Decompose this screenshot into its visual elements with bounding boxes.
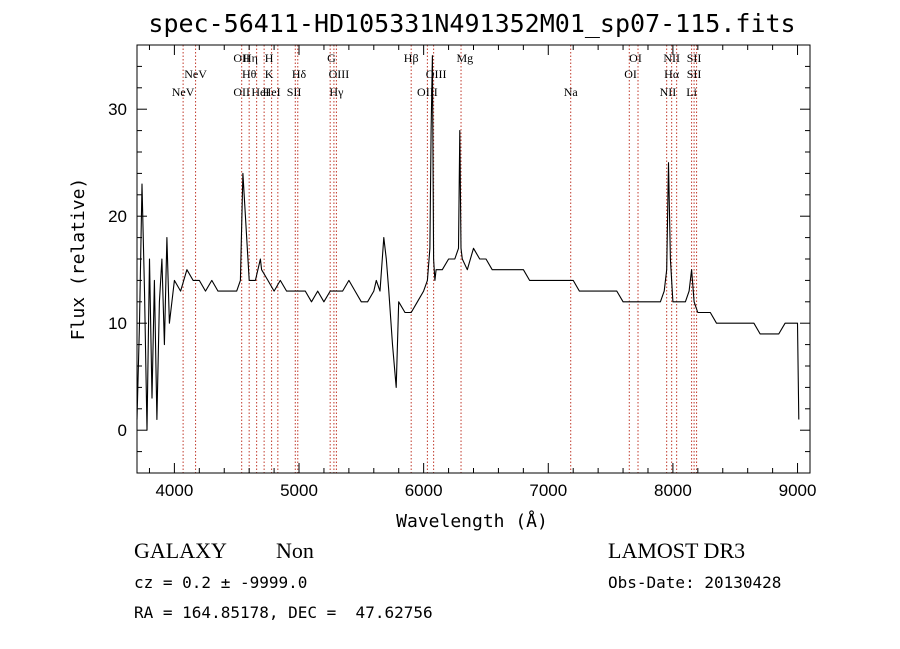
line-marker-labels: NeVNeVOIIOIIHηHθHeIHKHeIHδSIIGOIIIHγHβOI… — [172, 51, 702, 99]
line-marker-label: K — [265, 67, 274, 81]
minor-ticks — [137, 44, 810, 474]
line-marker-label: NeV — [172, 85, 195, 99]
x-tick-label: 9000 — [779, 481, 817, 500]
line-marker-label: OIII — [426, 67, 447, 81]
line-marker-label: NeV — [184, 67, 207, 81]
line-marker-label: Hθ — [242, 67, 257, 81]
line-marker-label: Na — [564, 85, 579, 99]
line-marker-label: Hα — [664, 67, 680, 81]
line-marker-label: G — [327, 51, 336, 65]
spectrum-series-line — [136, 55, 800, 431]
y-tick-label: 0 — [118, 421, 127, 440]
line-marker-label: OIII — [417, 85, 438, 99]
line-marker-label: HeI — [251, 85, 269, 99]
line-marker-label: Li — [686, 85, 697, 99]
line-marker-label: SII — [687, 67, 702, 81]
line-marker-label: OIII — [329, 67, 350, 81]
object-subclass: Non — [276, 538, 314, 563]
chart-title: spec-56411-HD105331N491352M01_sp07-115.f… — [148, 9, 795, 38]
y-tick-label: 10 — [108, 314, 127, 333]
line-marker-label: Hδ — [292, 67, 307, 81]
x-tick-labels: 4000 5000 6000 7000 8000 9000 — [155, 481, 816, 500]
redshift-line: cz = 0.2 ± -9999.0 — [134, 573, 308, 592]
x-axis-label: Wavelength (Å) — [396, 510, 548, 532]
line-marker-label: OI — [624, 67, 637, 81]
coordinates: RA = 164.85178, DEC = 47.62756 — [134, 603, 433, 622]
y-tick-label: 20 — [108, 207, 127, 226]
line-marker-label: OII — [233, 85, 250, 99]
y-tick-label: 30 — [108, 100, 127, 119]
y-tick-labels: 0 10 20 30 — [108, 100, 127, 440]
x-tick-label: 8000 — [654, 481, 692, 500]
line-marker-label: H — [265, 51, 274, 65]
line-marker-label: SII — [287, 85, 302, 99]
line-marker-label: SII — [687, 51, 702, 65]
line-marker-label: Hη — [243, 51, 258, 65]
line-marker-label: Mg — [456, 51, 473, 65]
line-marker-label: Hγ — [329, 85, 344, 99]
line-marker-label: OII — [233, 51, 250, 65]
line-marker-label: Hβ — [404, 51, 419, 65]
observation-date: Obs-Date: 20130428 — [608, 573, 782, 592]
survey-name: LAMOST DR3 — [608, 538, 746, 563]
line-marker-label: NII — [660, 85, 677, 99]
y-axis-label: Flux (relative) — [68, 178, 89, 341]
object-class: GALAXY — [134, 538, 227, 563]
major-ticks — [137, 45, 810, 473]
x-tick-label: 5000 — [280, 481, 318, 500]
line-marker-label: OI — [629, 51, 642, 65]
x-tick-label: 7000 — [529, 481, 567, 500]
plot-frame — [136, 44, 811, 474]
x-tick-label: 6000 — [405, 481, 443, 500]
line-marker-label: NII — [663, 51, 680, 65]
line-marker-label: HeI — [263, 85, 281, 99]
x-tick-label: 4000 — [155, 481, 193, 500]
